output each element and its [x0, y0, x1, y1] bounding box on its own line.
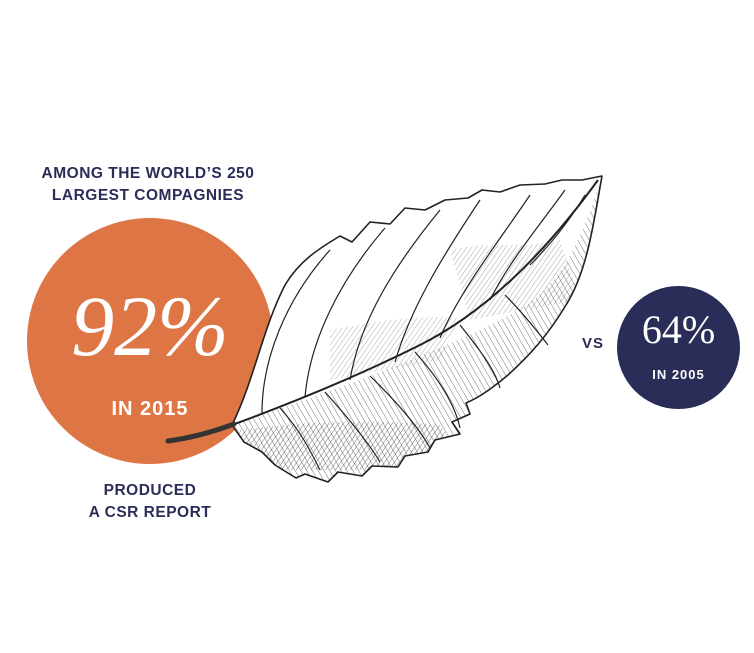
comparison-value: 64% [641, 307, 716, 352]
vs-label: VS [582, 335, 605, 352]
comparison-circle [617, 286, 740, 409]
comparison-year: IN 2005 [652, 367, 705, 382]
headline-line-2: LARGEST COMPAGNIES [51, 187, 245, 204]
main-stat-year: IN 2015 [111, 398, 189, 420]
headline-line-1: AMONG THE WORLD’S 250 [41, 165, 255, 182]
main-stat-value: 92% [71, 278, 229, 374]
caption-line-2: A CSR REPORT [88, 504, 212, 521]
caption-line-1: PRODUCED [103, 482, 197, 499]
caption: PRODUCED A CSR REPORT [40, 480, 260, 524]
headline: AMONG THE WORLD’S 250 LARGEST COMPAGNIES [8, 163, 288, 207]
